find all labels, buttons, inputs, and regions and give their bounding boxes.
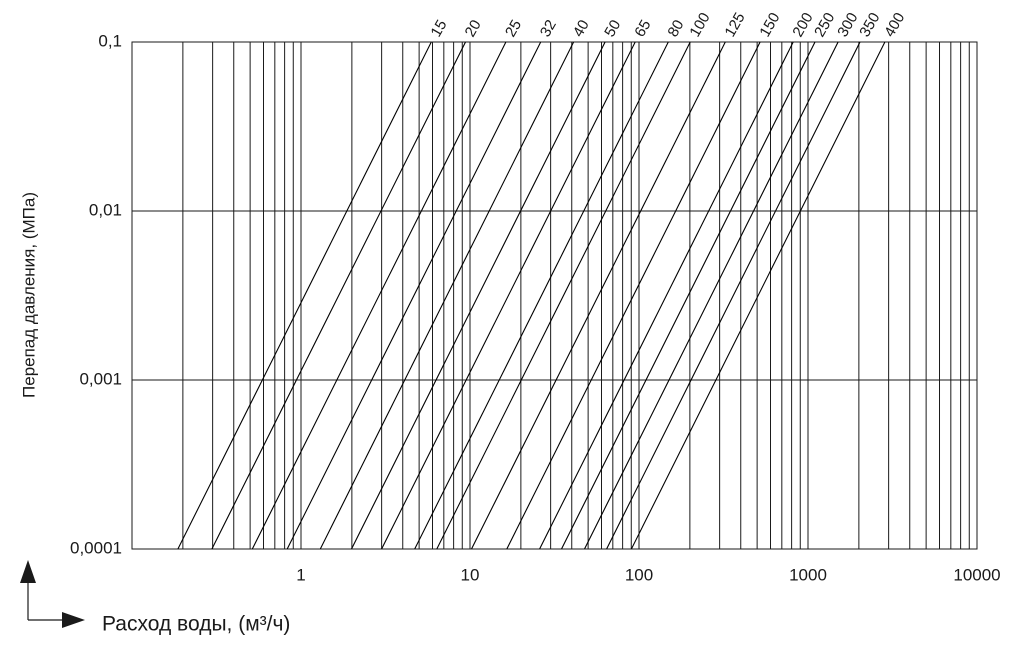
series-label: 20 — [462, 17, 485, 40]
series-label: 100 — [686, 10, 713, 40]
series-line — [177, 41, 432, 550]
series-line — [561, 41, 816, 550]
series-label: 32 — [537, 17, 560, 40]
series-label: 40 — [570, 17, 593, 40]
x-axis-label: Расход воды, (м³/ч) — [102, 613, 290, 636]
series-label: 25 — [502, 17, 525, 40]
series-label: 400 — [881, 10, 908, 40]
series-label: 80 — [664, 17, 687, 40]
y-tick-label: 0,0001 — [70, 538, 122, 557]
series-label: 15 — [427, 17, 450, 40]
series-line — [506, 41, 761, 550]
series-label: 250 — [811, 10, 838, 40]
series-line — [606, 41, 861, 550]
y-tick-label: 0,001 — [79, 369, 122, 388]
y-axis-label: Перепад давления, (МПа) — [19, 192, 38, 398]
series-line — [381, 41, 636, 550]
series-line — [630, 41, 886, 550]
series-label: 50 — [601, 17, 624, 40]
series-line — [251, 41, 507, 550]
x-tick-label: 1000 — [789, 565, 827, 584]
x-tick-label: 1 — [296, 565, 305, 584]
axis-arrows — [20, 560, 85, 628]
series-label: 350 — [856, 10, 883, 40]
series-line — [436, 41, 691, 550]
series-label: 65 — [631, 17, 654, 40]
series-label: 150 — [756, 10, 783, 40]
x-tick-label: 100 — [625, 565, 653, 584]
series-label: 200 — [789, 10, 816, 40]
plot-frame — [131, 41, 978, 550]
series-line — [584, 41, 839, 550]
x-tick-label: 10 — [461, 565, 480, 584]
series-label: 125 — [721, 10, 748, 40]
series-line — [414, 41, 669, 550]
series-label: 300 — [834, 10, 861, 40]
series-line — [539, 41, 794, 550]
series-line — [211, 41, 466, 550]
y-tick-label: 0,01 — [89, 200, 122, 219]
y-tick-label: 0,1 — [98, 31, 122, 50]
series-line — [351, 41, 606, 550]
series-line — [471, 41, 726, 550]
x-tick-label: 10000 — [953, 565, 1000, 584]
series-line — [286, 41, 542, 550]
series-line — [319, 41, 575, 550]
